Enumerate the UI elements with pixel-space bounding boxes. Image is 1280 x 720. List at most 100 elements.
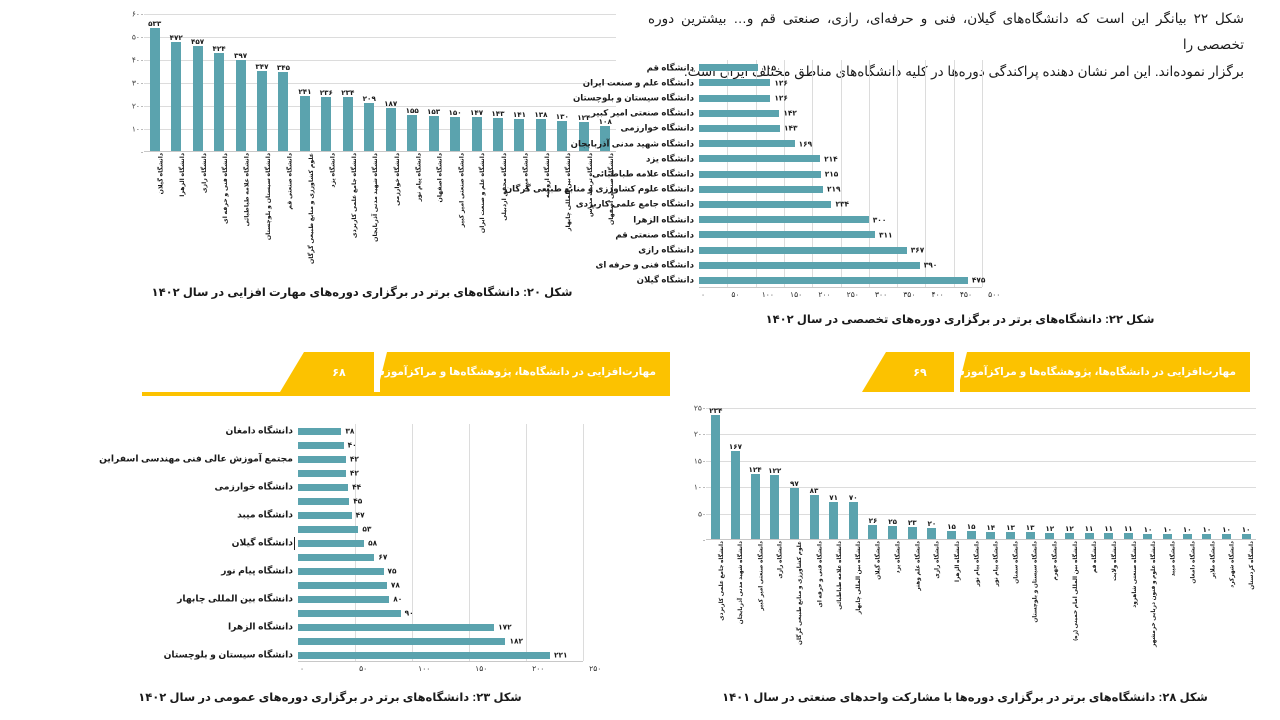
bar — [471, 117, 482, 151]
gridline — [868, 60, 870, 287]
x-axis-tick-label: ۲۰۰ — [532, 664, 545, 673]
y-axis-category-label: دانشگاه الزهرا — [633, 214, 694, 225]
bar — [966, 531, 976, 539]
bar — [600, 126, 611, 151]
bar — [1123, 533, 1133, 539]
x-axis-tick-label: ۳۰۰ — [874, 290, 888, 299]
x-axis-category-label: دانشگاه الزهرا — [954, 541, 961, 582]
bar — [699, 94, 771, 102]
bar — [171, 42, 182, 151]
bar — [298, 497, 350, 505]
bar-value-label: ۴۲۴ — [212, 44, 226, 54]
x-axis-category-label: دانشگاه صنعتی امیر کبیر — [758, 541, 765, 611]
bar-value-label: ۱۵۵ — [405, 106, 419, 116]
x-axis-category-label: دانشگاه گیلان — [875, 541, 882, 580]
bar — [298, 539, 365, 547]
bar-value-label: ۳۶۷ — [910, 245, 925, 255]
y-axis-category-label: دانشگاه گیلان — [636, 274, 694, 285]
gridline — [982, 60, 983, 287]
x-axis-category-label: دانشگاه اصفهان — [436, 153, 444, 203]
bar — [257, 71, 267, 151]
bar-value-label: ۱۴ — [986, 522, 996, 532]
x-axis-category-label: علوم کشاورزی و منابع طبیعی گرگان — [307, 153, 315, 264]
y-axis-category-label: مجتمع آموزش عالی فنی مهندسی اسفراین — [99, 453, 293, 464]
bar — [699, 246, 907, 254]
x-axis-category-label: دانشگاه الزهرا — [179, 153, 187, 197]
bar — [514, 118, 525, 151]
x-axis-category-label: دانشگاه رازی — [934, 541, 941, 579]
banner-left-rule — [142, 392, 670, 396]
y-axis-tick-label: ۵۰ — [697, 509, 706, 519]
bar — [1104, 533, 1114, 539]
bar — [868, 525, 878, 539]
bar — [298, 595, 390, 603]
gridline — [144, 106, 616, 107]
x-axis-tick-label: ۰ — [701, 290, 706, 299]
x-axis-category-label: دانشگاه سیستان و بلوچستان — [265, 153, 272, 241]
bar — [1005, 532, 1015, 539]
bar-value-label: ۱۸۲ — [509, 636, 524, 646]
bar-value-label: ۱۲۴ — [748, 464, 762, 474]
bar-value-label: ۱۲ — [1065, 523, 1074, 533]
bar — [149, 28, 160, 151]
x-axis-tick-label: ۴۵۰ — [959, 290, 973, 299]
x-axis-category-label: دانشگاه سمنان — [1013, 541, 1020, 584]
bar-value-label: ۱۵۳ — [427, 106, 441, 116]
bar — [298, 581, 387, 589]
bar — [385, 108, 396, 151]
y-axis-tick-label: ۶۰۰ — [131, 9, 144, 19]
bar — [699, 64, 759, 72]
bar — [298, 469, 346, 477]
bar-value-label: ۱۰ — [1163, 524, 1172, 534]
gridline — [925, 60, 927, 287]
caption-figure-22: شکل ۲۲: دانشگاه‌های برتر در برگزاری دوره… — [765, 314, 1155, 326]
bar-value-label: ۱۰ — [1241, 524, 1251, 534]
y-axis-tick-label: ۱۵۰ — [693, 456, 706, 466]
bar — [428, 115, 439, 151]
bar-value-label: ۳۱۱ — [879, 230, 893, 240]
bar-value-label: ۱۴۳ — [491, 109, 505, 119]
bar-value-label: ۲۶ — [868, 516, 878, 526]
bar-value-label: ۳۹۰ — [923, 260, 938, 270]
bar — [298, 511, 352, 519]
banner-left-label: مهارت‌افزایی در دانشگاه‌ها، پژوهشگاه‌ها … — [309, 366, 656, 378]
gridline — [526, 424, 527, 661]
banner-left-wedge — [280, 352, 304, 392]
x-axis-category-label: دانشگاه گیلان — [157, 153, 165, 195]
x-axis-category-label: دانشگاه صنعتی شاهرود — [1131, 541, 1138, 608]
x-axis-category-label: دانشگاه جهرم — [1052, 541, 1059, 581]
bar-value-label: ۳۹۷ — [233, 50, 248, 60]
bar — [298, 455, 346, 463]
bar-value-label: ۱۰ — [1182, 524, 1192, 534]
bar-value-label: ۱۴۳ — [783, 123, 798, 133]
bar — [298, 609, 401, 617]
bar — [699, 185, 823, 193]
x-axis-category-label: دانشگاه دامغان — [1190, 541, 1197, 584]
bar — [699, 79, 771, 87]
bar-value-label: ۱۲۶ — [774, 93, 788, 103]
bar — [450, 116, 461, 151]
bar-value-label: ۳۰۰ — [872, 215, 887, 225]
bar — [1064, 532, 1074, 539]
bar-value-label: ۴۲ — [349, 454, 359, 464]
gridline — [706, 487, 1256, 489]
y-axis-category-label: دانشگاه گیلان — [231, 537, 293, 548]
bar-value-label: ۱۴۷ — [469, 108, 484, 118]
x-axis-category-label: علوم کشاورزی و منابع طبیعی گرگان — [797, 541, 804, 645]
x-axis-tick-label: ۵۰۰ — [988, 290, 1001, 299]
bar-value-label: ۲۳۴ — [341, 88, 355, 98]
bar-value-label: ۲۰۹ — [362, 93, 376, 103]
bar-value-label: ۱۴۲ — [783, 108, 797, 118]
y-axis-category-label: دانشگاه دامغان — [225, 425, 293, 436]
x-axis-category-label: دانشگاه ولایت — [1111, 541, 1118, 581]
bar-value-label: ۴۵۷ — [191, 36, 205, 46]
bar — [947, 531, 957, 539]
bar — [1202, 533, 1212, 539]
y-axis-category-label: دانشگاه خوارزمی — [214, 481, 293, 492]
bar — [298, 483, 349, 491]
bar-value-label: ۱۲۲ — [768, 465, 782, 475]
bar-value-label: ۷۸ — [390, 580, 400, 590]
y-axis-tick-label: ۱۰۰ — [131, 124, 144, 134]
page-number-left: ۶۸ — [332, 366, 346, 379]
x-axis-tick-label: ۳۵۰ — [903, 290, 916, 299]
